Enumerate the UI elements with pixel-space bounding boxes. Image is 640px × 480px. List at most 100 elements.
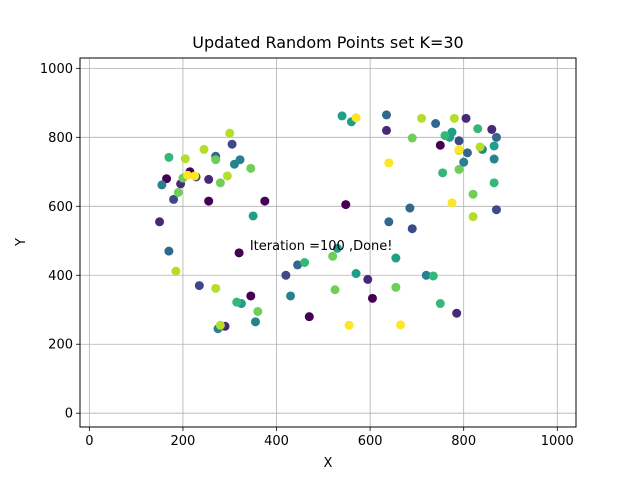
x-tick-label: 800: [451, 434, 476, 449]
chart-title: Updated Random Points set K=30: [192, 33, 463, 52]
data-point: [396, 320, 406, 330]
data-point: [227, 139, 237, 149]
axis-ticks: 0 200 400 600 800 1000 0 200 400 600 800 1000: [40, 62, 574, 449]
data-point: [234, 248, 244, 258]
data-point: [381, 125, 391, 135]
data-point: [462, 148, 472, 158]
x-tick-label: 200: [171, 434, 196, 449]
iteration-annotation: Iteration =100 ,Done!: [250, 239, 393, 254]
y-tick-label: 600: [48, 200, 73, 215]
data-point: [337, 111, 347, 121]
y-tick-label: 1000: [40, 62, 73, 77]
data-point: [341, 200, 351, 210]
data-point: [190, 171, 200, 181]
data-point: [487, 124, 497, 134]
data-point: [215, 178, 225, 188]
data-point: [332, 243, 342, 253]
data-point: [407, 133, 417, 143]
data-point: [351, 269, 361, 279]
data-point: [452, 308, 462, 318]
x-axis-label: X: [324, 456, 333, 471]
data-point: [328, 251, 338, 261]
x-tick-label: 0: [85, 434, 93, 449]
data-point: [489, 141, 499, 151]
data-point: [491, 205, 501, 215]
data-point: [204, 174, 214, 184]
data-point: [384, 217, 394, 227]
data-point: [473, 124, 483, 134]
data-point: [253, 306, 263, 316]
data-point: [199, 144, 209, 154]
data-point: [381, 110, 391, 120]
data-point: [421, 270, 431, 280]
data-point: [204, 196, 214, 206]
data-point: [155, 217, 165, 227]
data-point: [304, 312, 314, 322]
data-point: [428, 271, 438, 281]
data-point: [215, 320, 225, 330]
data-points: [155, 110, 501, 334]
data-point: [475, 142, 485, 152]
data-point: [235, 155, 245, 165]
data-point: [449, 113, 459, 123]
data-point: [246, 163, 256, 173]
y-tick-label: 200: [48, 338, 73, 353]
data-point: [454, 136, 464, 146]
data-point: [431, 119, 441, 129]
data-point: [164, 152, 174, 162]
data-point: [454, 144, 464, 154]
data-point: [194, 281, 204, 291]
data-point: [164, 246, 174, 256]
y-axis-label: Y: [14, 238, 29, 247]
data-point: [447, 198, 457, 208]
data-point: [454, 164, 464, 174]
data-point: [489, 154, 499, 164]
data-point: [468, 189, 478, 199]
data-point: [246, 291, 256, 301]
data-point: [344, 320, 354, 330]
data-point: [281, 270, 291, 280]
data-point: [440, 131, 450, 141]
data-point: [171, 266, 181, 276]
data-point: [180, 154, 190, 164]
data-point: [157, 180, 167, 190]
x-tick-label: 400: [264, 434, 289, 449]
data-point: [162, 174, 172, 184]
data-point: [391, 253, 401, 263]
data-point: [260, 196, 270, 206]
data-point: [183, 170, 193, 180]
data-point: [169, 194, 179, 204]
y-tick-label: 800: [48, 131, 73, 146]
plot-area-frame: [79, 57, 577, 428]
data-point: [438, 168, 448, 178]
data-point: [330, 285, 340, 295]
data-point: [435, 140, 445, 150]
data-point: [222, 171, 232, 181]
x-tick-label: 1000: [541, 434, 574, 449]
data-point: [173, 187, 183, 197]
data-point: [417, 113, 427, 123]
data-point: [459, 157, 469, 167]
x-tick-label: 600: [358, 434, 383, 449]
data-point: [489, 178, 499, 188]
data-point: [211, 283, 221, 293]
data-point: [405, 203, 415, 213]
data-point: [384, 158, 394, 168]
data-point: [461, 113, 471, 123]
data-point: [363, 274, 373, 284]
data-point: [351, 113, 361, 123]
data-point: [286, 291, 296, 301]
data-point: [367, 293, 377, 303]
data-point: [225, 128, 235, 138]
data-point: [250, 317, 260, 327]
data-point: [391, 282, 401, 292]
data-point: [300, 258, 310, 268]
data-point: [468, 212, 478, 222]
data-point: [491, 132, 501, 142]
y-tick-label: 400: [48, 269, 73, 284]
data-point: [435, 299, 445, 309]
data-point: [232, 297, 242, 307]
data-point: [211, 155, 221, 165]
data-point: [293, 260, 303, 270]
